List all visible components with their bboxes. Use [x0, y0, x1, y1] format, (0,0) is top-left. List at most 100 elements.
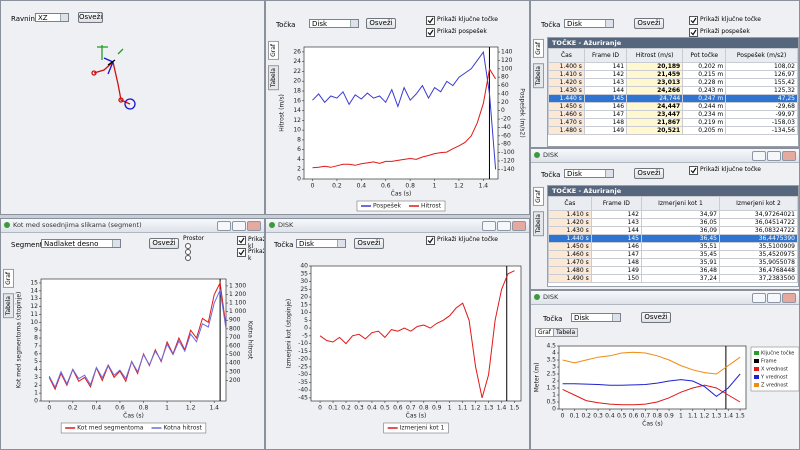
table-row[interactable]: 1.440 s 145 36,45 36,4475390 [548, 234, 798, 243]
select-value: XZ [38, 14, 48, 22]
table-row[interactable]: 1.490 s 150 37,24 37,2383500 [548, 274, 798, 283]
table-row[interactable]: 1.420 s 143 36,05 36,04514722 [548, 218, 798, 227]
select[interactable]: Nadlaket desno [41, 239, 121, 248]
table-cell: 150 [590, 274, 642, 283]
table-row[interactable]: 1.470 s 148 21,867 0,219 m -158,03 [548, 118, 798, 127]
tab[interactable]: Tabela [553, 328, 579, 337]
check-mark-path [690, 167, 697, 174]
checkbox[interactable] [689, 28, 698, 37]
window-button[interactable] [752, 293, 766, 303]
window-button[interactable] [247, 221, 261, 231]
check-mark-path [690, 17, 697, 24]
legend-swatch [754, 367, 759, 371]
window-button[interactable] [217, 221, 231, 231]
table-row[interactable]: 1.450 s 146 24,447 0,244 m -29,68 [548, 102, 798, 111]
table-row[interactable]: 1.420 s 143 23,013 0,228 m 155,42 [548, 78, 798, 87]
table-row[interactable]: 1.440 s 145 24,744 0,247 m 47,25 [548, 94, 798, 103]
button[interactable]: Osveži [634, 18, 664, 29]
button[interactable]: Osveži [366, 18, 396, 29]
table-cell: 1.480 s [548, 126, 585, 135]
checkbox[interactable] [689, 16, 698, 25]
checkbox[interactable] [426, 16, 435, 25]
x-tick-label: 0.4 [367, 405, 377, 412]
button[interactable]: Osveži [149, 238, 179, 249]
table-row[interactable]: 1.480 s 149 36,48 36,4768448 [548, 266, 798, 275]
field-label: Ravnina [11, 15, 40, 23]
checkbox-label: Prikaži ključne točke [437, 236, 499, 243]
select[interactable]: Disk [564, 19, 614, 28]
table-panel: TOČKE - Ažuriranje Čas Frame ID Izmerjeni k… [547, 185, 799, 287]
button[interactable]: Osveži [641, 312, 671, 323]
table-cell: 1.470 s [548, 118, 585, 127]
select[interactable]: XZ [35, 13, 69, 22]
table-row[interactable]: 1.410 s 142 21,459 0,215 m 126,97 [548, 70, 798, 79]
table-cell: 0,219 m [682, 118, 727, 127]
select[interactable]: Disk [571, 313, 621, 322]
tab[interactable]: Tabela [268, 65, 279, 91]
y-tick-label: 4 [552, 350, 556, 357]
radio-button[interactable] [185, 249, 191, 255]
table-cell: 20,189 [626, 62, 684, 71]
table-row[interactable]: 1.460 s 147 35,45 35,4520975 [548, 250, 798, 259]
window-button[interactable] [482, 221, 496, 231]
tab[interactable]: Graf [533, 39, 544, 58]
tab[interactable]: Graf [3, 269, 14, 288]
table-row[interactable]: 1.480 s 149 20,521 0,205 m -134,56 [548, 126, 798, 135]
select[interactable]: Disk [296, 239, 346, 248]
checkbox[interactable] [237, 248, 246, 257]
window-button[interactable] [782, 151, 796, 161]
check-mark [690, 167, 697, 174]
x-tick-label: 1.5 [510, 405, 520, 412]
tab[interactable]: Graf [535, 328, 554, 337]
table-row[interactable]: 1.470 s 148 35,91 35,9055078 [548, 258, 798, 267]
stick-figure [91, 45, 136, 110]
button[interactable]: Osveži [354, 238, 384, 249]
field-label: Segment 1: [11, 241, 52, 249]
y-tick-label: 15 [300, 301, 308, 308]
check-mark [238, 237, 245, 244]
table-cell: 36,05 [640, 218, 720, 227]
checkbox[interactable] [426, 236, 435, 245]
table-row[interactable]: 1.460 s 147 23,447 0,234 m -99,97 [548, 110, 798, 119]
y2-tick-label: -100 [501, 149, 515, 156]
window-icon [269, 222, 275, 228]
radio-button[interactable] [185, 255, 191, 261]
window-button[interactable] [497, 221, 511, 231]
window-button[interactable] [767, 151, 781, 161]
window-button[interactable] [512, 221, 526, 231]
x-axis-label: Čas (s) [406, 413, 427, 420]
y-tick-label: 5 [304, 317, 308, 324]
select[interactable]: Disk [309, 19, 359, 28]
table-row[interactable]: 1.450 s 146 35,51 35,5100909 [548, 242, 798, 251]
checkbox[interactable] [689, 166, 698, 175]
table-row[interactable]: 1.430 s 144 36,09 36,08324722 [548, 226, 798, 235]
checkbox[interactable] [426, 28, 435, 37]
window-button[interactable] [232, 221, 246, 231]
checkbox-label: Prikaži ključne točke [700, 166, 762, 173]
y2-tick-label: 140 [501, 49, 513, 56]
tab[interactable]: Tabela [533, 63, 544, 89]
x-tick-label: 0.4 [605, 413, 615, 420]
tab[interactable]: Tabela [3, 293, 14, 319]
button[interactable]: Osveži [78, 12, 103, 23]
series-line [48, 288, 227, 389]
table-row[interactable]: 1.430 s 144 24,266 0,243 m 125,32 [548, 86, 798, 95]
table-row[interactable]: 1.410 s 142 34,97 34,97264021 [548, 210, 798, 219]
x-tick-label: 0.1 [328, 405, 338, 412]
window-button[interactable] [752, 151, 766, 161]
radio-button[interactable] [185, 243, 191, 249]
table-cell: 1.440 s [548, 234, 592, 243]
x-tick-label: 1.3 [484, 405, 494, 412]
checkbox[interactable] [237, 236, 246, 245]
table-cell: 143 [590, 218, 642, 227]
table-row[interactable]: 1.400 s 141 20,189 0,202 m 108,02 [548, 62, 798, 71]
window-button[interactable] [767, 293, 781, 303]
check-mark-path [238, 249, 245, 256]
select[interactable]: Disk [564, 169, 614, 178]
tab[interactable]: Tabela [533, 211, 544, 237]
table-cell: 142 [590, 210, 642, 219]
tab[interactable]: Graf [533, 187, 544, 206]
window-button[interactable] [782, 293, 796, 303]
button[interactable]: Osveži [634, 168, 664, 179]
tab[interactable]: Graf [268, 41, 279, 60]
